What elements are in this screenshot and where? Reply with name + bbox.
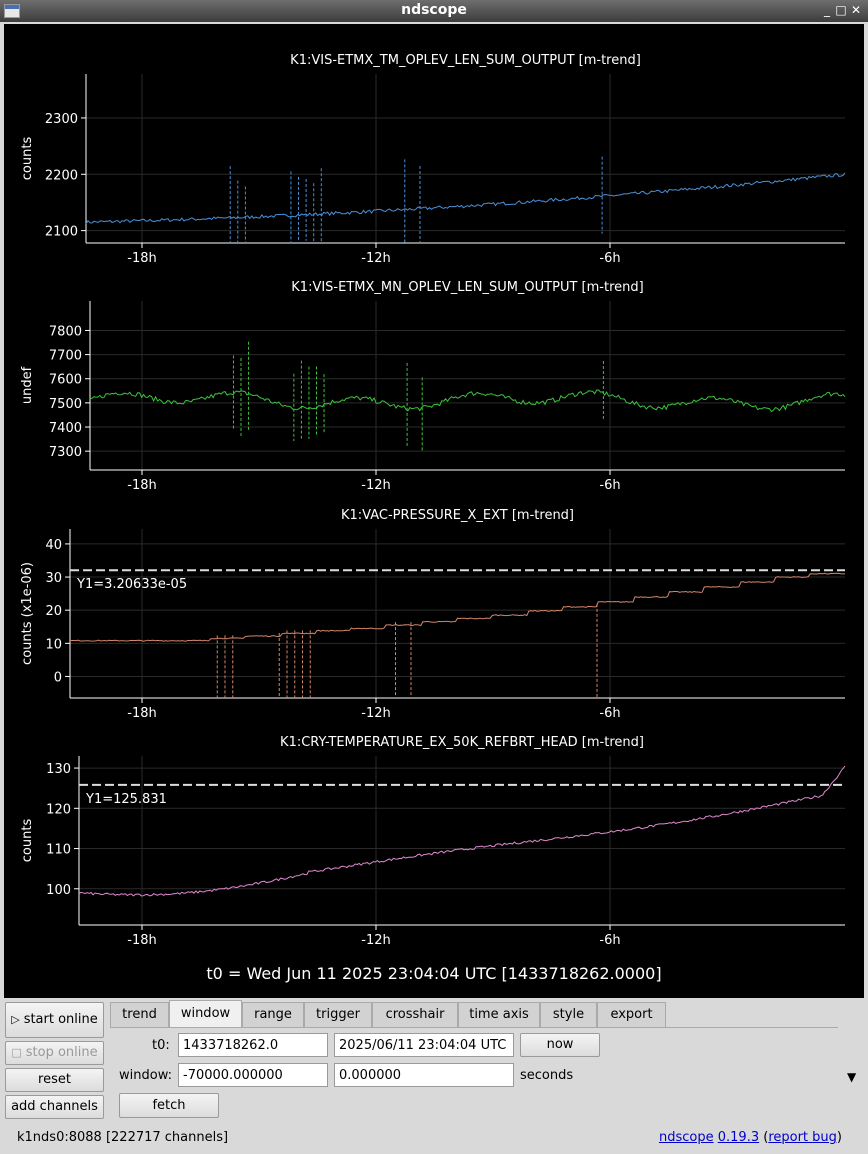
status-bar: k1nds0:8088 [222717 channels]	[17, 1130, 228, 1145]
plot-2-xtick-label: -12h	[361, 478, 390, 493]
plot-4-ytick-label: 120	[46, 802, 71, 817]
minimize-icon[interactable]: _	[824, 3, 830, 17]
t0-gps-input[interactable]	[178, 1033, 328, 1057]
plot-4-title: K1:CRY-TEMPERATURE_EX_50K_REFBRT_HEAD [m…	[280, 735, 644, 750]
plot-3-ytick-label: 0	[54, 670, 62, 685]
plot-3-y1-cursor-label: Y1=3.20633e-05	[76, 577, 187, 592]
window-field-label: window:	[119, 1068, 172, 1083]
tab-range[interactable]: range	[242, 1002, 304, 1028]
maximize-icon[interactable]: □	[835, 3, 847, 17]
plot-3-ytick-label: 40	[45, 538, 62, 553]
plot-4-trace	[78, 765, 846, 897]
version-info: ndscope 0.19.3 (report bug)	[659, 1130, 842, 1145]
report-bug-link[interactable]: report bug	[768, 1130, 837, 1145]
tab-trigger[interactable]: trigger	[304, 1002, 372, 1028]
plot-1-xtick-label: -6h	[599, 251, 620, 266]
stop-icon: □	[11, 1046, 22, 1059]
tab-crosshair[interactable]: crosshair	[372, 1002, 458, 1028]
report-close-paren: )	[836, 1130, 842, 1145]
tab-export[interactable]: export	[597, 1002, 666, 1028]
stop-online-label: stop online	[25, 1045, 98, 1060]
plot-1-title: K1:VIS-ETMX_TM_OPLEV_LEN_SUM_OUTPUT [m-t…	[290, 53, 641, 68]
tab-time-axis[interactable]: time axis	[458, 1002, 540, 1028]
plot-1-xtick-label: -18h	[127, 251, 156, 266]
window-title: ndscope	[401, 2, 467, 18]
plot-3-trace	[69, 572, 846, 642]
reset-button[interactable]: reset	[5, 1068, 104, 1092]
play-icon: ▷	[11, 1013, 20, 1026]
plot-4-ytick-label: 100	[46, 883, 71, 898]
window-units-label: seconds	[520, 1068, 574, 1083]
plot-2-title: K1:VIS-ETMX_MN_OPLEV_LEN_SUM_OUTPUT [m-t…	[291, 280, 643, 295]
plot-2-ytick-label: 7300	[49, 445, 82, 460]
plot-2-xtick-label: -18h	[127, 478, 156, 493]
add-channels-button[interactable]: add channels	[5, 1095, 104, 1119]
version-link[interactable]: 0.19.3	[717, 1130, 760, 1145]
plot-4-ylabel: counts	[20, 819, 35, 863]
plot-2-ytick-label: 7700	[49, 349, 82, 364]
plot-1-ytick-label: 2300	[45, 112, 78, 127]
start-online-label: start online	[23, 1012, 98, 1027]
plot-3-xtick-label: -18h	[127, 706, 156, 721]
window-end-input[interactable]	[334, 1063, 514, 1087]
plot-2-ytick-label: 7400	[49, 421, 82, 436]
plot-3-ytick-label: 20	[45, 604, 62, 619]
plot-3-ytick-label: 30	[45, 571, 62, 586]
channel-count: [222717 channels]	[105, 1130, 229, 1145]
plot-1-xtick-label: -12h	[361, 251, 390, 266]
plot-area[interactable]: K1:VIS-ETMX_TM_OPLEV_LEN_SUM_OUTPUT [m-t…	[4, 24, 864, 998]
t0-field-label: t0:	[152, 1038, 170, 1053]
plot-3-ytick-label: 10	[45, 637, 62, 652]
plot-1-ytick-label: 2100	[45, 225, 78, 240]
plot-4-xtick-label: -12h	[361, 933, 390, 948]
fetch-button[interactable]: fetch	[119, 1093, 219, 1118]
now-button[interactable]: now	[520, 1033, 600, 1057]
t0-label: t0 = Wed Jun 11 2025 23:04:04 UTC [14337…	[206, 964, 662, 983]
stop-online-button[interactable]: □ stop online	[5, 1041, 104, 1065]
plot-4-xtick-label: -18h	[127, 933, 156, 948]
start-online-button[interactable]: ▷ start online	[5, 1002, 104, 1038]
plot-4-xtick-label: -6h	[599, 933, 620, 948]
plot-3-ylabel: counts (x1e-06)	[20, 562, 35, 665]
server-address: k1nds0:8088	[17, 1130, 102, 1145]
plot-2-ytick-label: 7600	[49, 373, 82, 388]
plot-3-xtick-label: -6h	[599, 706, 620, 721]
plot-2-ylabel: undef	[20, 366, 35, 404]
plot-4-ytick-label: 110	[46, 843, 71, 858]
plot-2-trace	[89, 389, 846, 413]
window-titlebar: ndscope _ □ ✕	[0, 0, 868, 22]
plot-3-title: K1:VAC-PRESSURE_X_EXT [m-trend]	[341, 508, 574, 523]
plot-2-xtick-label: -6h	[599, 478, 620, 493]
t0-utc-input[interactable]	[334, 1033, 514, 1057]
app-icon[interactable]	[4, 4, 20, 18]
tab-window[interactable]: window	[169, 1000, 242, 1028]
scroll-down-icon[interactable]: ▼	[847, 1070, 857, 1084]
tab-trend[interactable]: trend	[110, 1002, 169, 1028]
plot-1-trace	[85, 172, 846, 225]
close-icon[interactable]: ✕	[850, 3, 862, 17]
report-open-paren: (	[763, 1130, 769, 1145]
plots-canvas[interactable]: K1:VIS-ETMX_TM_OPLEV_LEN_SUM_OUTPUT [m-t…	[4, 24, 864, 964]
plot-4-y1-cursor-label: Y1=125.831	[85, 792, 167, 807]
ndscope-link[interactable]: ndscope	[658, 1130, 714, 1145]
plot-1-ytick-label: 2200	[45, 168, 78, 183]
tab-style[interactable]: style	[540, 1002, 597, 1028]
window-start-input[interactable]	[178, 1063, 328, 1087]
plot-1-ylabel: counts	[20, 137, 35, 181]
plot-4-ytick-label: 130	[46, 762, 71, 777]
plot-2-ytick-label: 7800	[49, 324, 82, 339]
plot-3-xtick-label: -12h	[361, 706, 390, 721]
tab-divider	[110, 1027, 838, 1028]
plot-2-ytick-label: 7500	[49, 397, 82, 412]
